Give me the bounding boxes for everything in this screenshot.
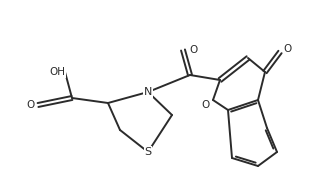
Text: O: O	[189, 45, 197, 55]
Text: S: S	[145, 147, 152, 157]
Text: O: O	[201, 100, 209, 110]
Text: OH: OH	[49, 67, 65, 77]
Text: O: O	[27, 100, 35, 110]
Text: N: N	[144, 87, 152, 97]
Text: O: O	[284, 44, 292, 54]
